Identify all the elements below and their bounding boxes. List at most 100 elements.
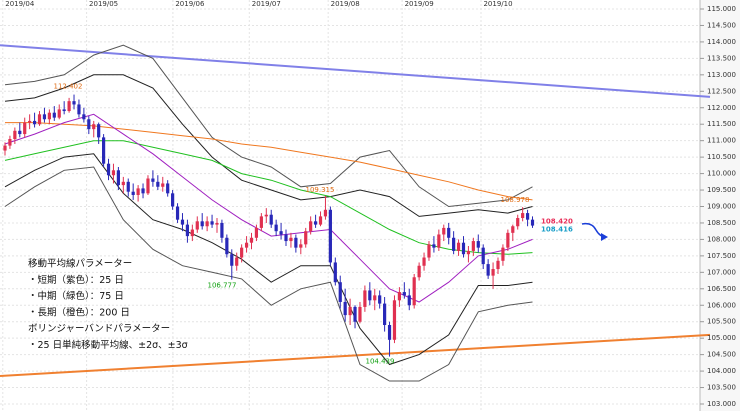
candle-body (62, 109, 66, 112)
arrow-head (601, 233, 608, 241)
candle-body (171, 193, 175, 207)
candle-body (456, 242, 461, 251)
candle-body (427, 244, 431, 258)
candle-body (28, 120, 32, 123)
candle-body (294, 237, 298, 248)
y-tick-label: 112.500 (707, 87, 736, 95)
candle-body (230, 254, 234, 266)
y-tick-label: 103.000 (707, 400, 736, 408)
candle-body (240, 247, 244, 258)
candle-body (82, 114, 86, 120)
candle-body (111, 170, 116, 176)
note-text: ・中期（緑色）：75 日 (28, 290, 124, 302)
y-tick-label: 105.000 (707, 334, 736, 342)
x-tick-label: 2019/09 (405, 0, 434, 8)
candle-body (486, 264, 490, 276)
y-tick-label: 111.500 (707, 120, 736, 128)
candle-body (466, 250, 471, 255)
y-tick-label: 109.000 (707, 203, 736, 211)
candle-body (313, 221, 318, 225)
y-tick-label: 109.500 (707, 186, 736, 194)
candle-body (417, 265, 421, 278)
y-tick-label: 115.000 (707, 5, 736, 13)
candle-body (87, 119, 91, 130)
candle-body (175, 206, 180, 220)
indicator-line (4, 153, 533, 366)
candle-body (126, 181, 130, 192)
candle-body (254, 227, 259, 238)
candle-body (407, 295, 411, 306)
y-tick-label: 104.000 (707, 367, 736, 375)
y-tick-label: 110.500 (707, 153, 736, 161)
candle-body (3, 145, 7, 151)
candle-body (190, 229, 194, 237)
candle-body (348, 306, 352, 316)
y-tick-label: 112.000 (707, 104, 736, 112)
y-tick-label: 107.500 (707, 252, 736, 260)
candle-body (121, 181, 125, 186)
candle-body (146, 178, 150, 194)
indicator-line (4, 113, 533, 303)
candle-body (18, 130, 22, 135)
candle-body (72, 101, 76, 105)
y-tick-label: 113.000 (707, 71, 736, 79)
price-tag: 108.416 (541, 226, 573, 234)
candle-body (338, 282, 342, 302)
y-tick-label: 107.000 (707, 268, 736, 276)
candle-body (205, 221, 209, 227)
candle-body (323, 209, 328, 217)
trend-line (0, 333, 711, 378)
candle-body (299, 244, 303, 248)
candle-body (166, 183, 170, 194)
candle-body (373, 295, 377, 301)
candle-body (269, 214, 273, 225)
price-annotation: 106.777 (208, 282, 237, 290)
candle-body (249, 237, 254, 243)
candle-body (195, 221, 199, 230)
candle-body (491, 269, 495, 276)
price-axis (700, 0, 740, 411)
candle-body (77, 104, 81, 115)
candle-body (343, 301, 347, 316)
price-tag: 108.420 (541, 218, 573, 226)
candle-body (13, 130, 17, 140)
y-tick-label: 108.500 (707, 219, 736, 227)
candle-body (476, 241, 480, 248)
price-annotation: 104.439 (366, 358, 395, 366)
candle-body (437, 234, 441, 248)
candle-body (274, 224, 278, 232)
candle-body (304, 231, 308, 245)
candle-body (447, 227, 451, 238)
y-tick-label: 104.500 (707, 351, 736, 359)
candle-body (358, 306, 362, 322)
candle-body (521, 213, 525, 219)
candle-body (151, 178, 155, 182)
candle-body (97, 124, 101, 138)
candle-body (511, 226, 515, 233)
note-text: ・25 日単純移動平均線、±2σ、±3σ (28, 339, 188, 351)
trend-line (0, 44, 711, 98)
note-text: ・短期（紫色）：25 日 (28, 274, 124, 286)
candle-body (318, 216, 323, 225)
candle-body (47, 112, 51, 120)
candle-body (57, 109, 61, 118)
candle-body (501, 247, 505, 261)
candle-body (37, 114, 42, 125)
candle-body (259, 216, 263, 228)
candle-body (106, 163, 111, 176)
candle-body (92, 124, 96, 130)
price-annotation: 108.978 (501, 196, 530, 204)
candle-body (185, 224, 190, 237)
x-tick-label: 2019/05 (89, 0, 118, 8)
candle-body (136, 188, 140, 195)
candle-body (309, 221, 313, 232)
indicator-line (4, 166, 533, 382)
candle-body (496, 260, 500, 270)
note-text: ・長期（橙色）：200 日 (28, 306, 130, 318)
candle-body (210, 221, 214, 225)
candle-body (284, 234, 288, 242)
candle-body (432, 244, 436, 248)
y-tick-label: 114.500 (707, 21, 736, 29)
